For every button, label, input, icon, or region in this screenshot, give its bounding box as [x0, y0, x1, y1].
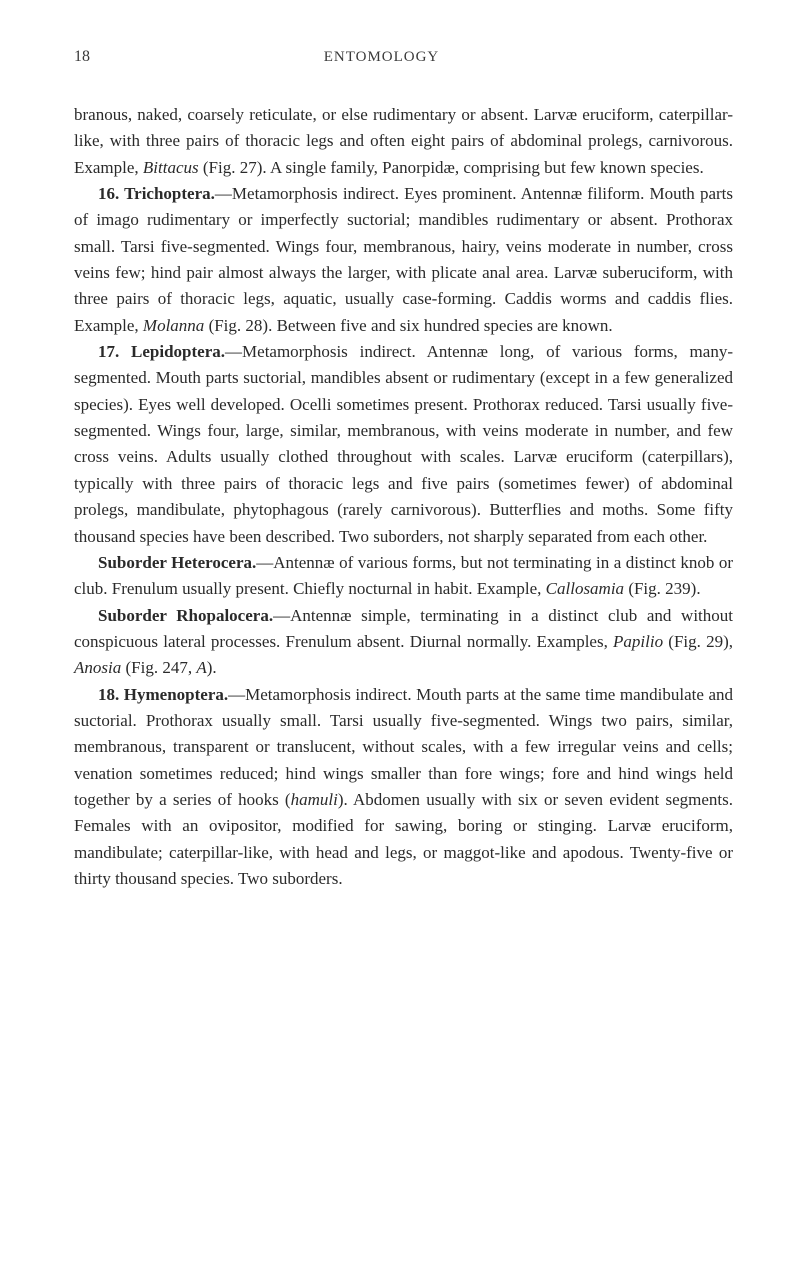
genus-name: Molanna — [143, 316, 204, 335]
paragraph-continuation: branous, naked, coarsely reticulate, or … — [74, 102, 733, 181]
text-segment: (Fig. 247, — [121, 658, 196, 677]
figure-letter: A — [196, 658, 206, 677]
genus-name: Bittacus — [143, 158, 199, 177]
running-title: ENTOMOLOGY — [324, 49, 440, 66]
text-segment: —Metamorphosis indirect. Antennæ long, o… — [74, 342, 733, 545]
text-segment: (Fig. 27). A single family, Panorpidæ, c… — [199, 158, 704, 177]
genus-name: Callosamia — [546, 579, 624, 598]
text-segment: —Metamorphosis indirect. Eyes prominent.… — [74, 184, 733, 335]
paragraph-suborder-heterocera: Suborder Heterocera.—Antennæ of various … — [74, 550, 733, 603]
page-content: branous, naked, coarsely reticulate, or … — [74, 102, 733, 892]
suborder-heading: Suborder Heterocera. — [98, 553, 256, 572]
section-heading: 18. Hymenoptera. — [98, 685, 228, 704]
paragraph-section-17: 17. Lepidoptera.—Metamorphosis indirect.… — [74, 339, 733, 550]
suborder-heading: Suborder Rhopalocera. — [98, 606, 273, 625]
page-header: 18 ENTOMOLOGY — [74, 48, 733, 66]
genus-name: Papilio — [613, 632, 663, 651]
text-segment: (Fig. 29), — [663, 632, 733, 651]
text-segment: (Fig. 28). Between five and six hundred … — [204, 316, 612, 335]
paragraph-suborder-rhopalocera: Suborder Rhopalocera.—Antennæ simple, te… — [74, 603, 733, 682]
page-number: 18 — [74, 48, 90, 66]
section-heading: 16. Trichoptera. — [98, 184, 215, 203]
section-heading: 17. Lepidoptera. — [98, 342, 225, 361]
text-segment: ). — [207, 658, 217, 677]
paragraph-section-16: 16. Trichoptera.—Metamorphosis indirect.… — [74, 181, 733, 339]
paragraph-section-18: 18. Hymenoptera.—Metamorphosis indirect.… — [74, 682, 733, 893]
latin-term: hamuli — [291, 790, 338, 809]
text-segment: (Fig. 239). — [624, 579, 701, 598]
genus-name: Anosia — [74, 658, 121, 677]
